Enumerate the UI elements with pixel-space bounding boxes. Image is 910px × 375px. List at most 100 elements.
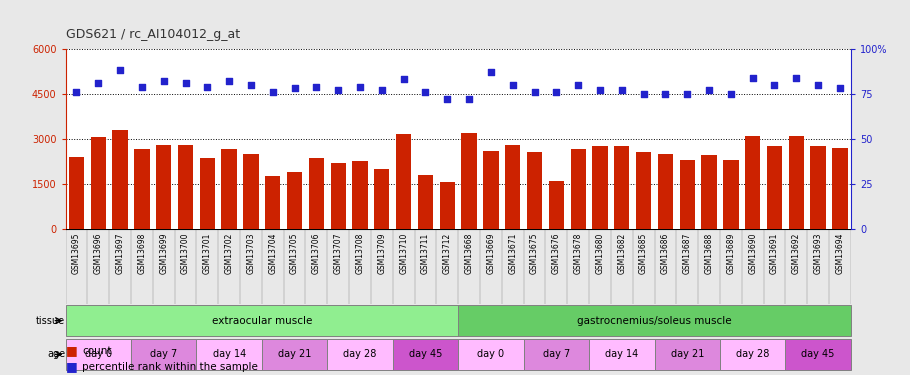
Point <box>331 87 346 93</box>
Bar <box>571 149 586 229</box>
Text: age: age <box>47 350 66 359</box>
Text: GSM13678: GSM13678 <box>573 232 582 274</box>
Bar <box>440 182 455 229</box>
Point <box>767 82 782 88</box>
Text: GSM13688: GSM13688 <box>704 232 713 274</box>
Text: GSM13700: GSM13700 <box>181 232 190 274</box>
Text: GSM13708: GSM13708 <box>356 232 365 274</box>
Bar <box>720 339 785 370</box>
Text: day 21: day 21 <box>671 350 704 359</box>
Text: GSM13695: GSM13695 <box>72 232 81 274</box>
Point <box>397 76 411 82</box>
Text: GSM13707: GSM13707 <box>334 232 343 274</box>
Bar <box>789 136 804 229</box>
Bar <box>265 176 280 229</box>
Point <box>200 84 215 90</box>
Point <box>680 91 694 97</box>
Text: GSM13693: GSM13693 <box>814 232 823 274</box>
Point <box>658 91 672 97</box>
Point <box>745 75 760 81</box>
Bar <box>505 145 521 229</box>
Bar <box>458 339 523 370</box>
Text: GDS621 / rc_AI104012_g_at: GDS621 / rc_AI104012_g_at <box>66 28 239 41</box>
Point <box>157 78 171 84</box>
Text: GSM13690: GSM13690 <box>748 232 757 274</box>
Text: GSM13692: GSM13692 <box>792 232 801 274</box>
Bar <box>374 169 389 229</box>
Text: GSM13686: GSM13686 <box>661 232 670 274</box>
Text: GSM13687: GSM13687 <box>682 232 692 274</box>
Text: percentile rank within the sample: percentile rank within the sample <box>82 362 258 372</box>
Text: GSM13668: GSM13668 <box>465 232 473 274</box>
Text: GSM13671: GSM13671 <box>508 232 517 274</box>
Point <box>288 86 302 92</box>
Point <box>833 86 847 92</box>
Text: GSM13685: GSM13685 <box>639 232 648 274</box>
Point <box>353 84 368 90</box>
Text: GSM13711: GSM13711 <box>421 232 430 274</box>
Bar <box>197 339 262 370</box>
Bar <box>287 172 302 229</box>
Bar <box>262 339 328 370</box>
Bar <box>243 154 258 229</box>
Point <box>135 84 149 90</box>
Text: day 14: day 14 <box>605 350 639 359</box>
Text: GSM13706: GSM13706 <box>312 232 321 274</box>
Bar <box>328 339 393 370</box>
Point <box>222 78 237 84</box>
Bar <box>680 160 695 229</box>
Text: ■: ■ <box>66 344 77 357</box>
Point <box>483 69 498 75</box>
Bar <box>592 146 608 229</box>
Point <box>723 91 738 97</box>
Text: GSM13703: GSM13703 <box>247 232 256 274</box>
Text: GSM13669: GSM13669 <box>487 232 495 274</box>
Bar <box>308 158 324 229</box>
Bar <box>199 158 215 229</box>
Text: GSM13704: GSM13704 <box>268 232 278 274</box>
Text: GSM13701: GSM13701 <box>203 232 212 274</box>
Point <box>244 82 258 88</box>
Bar <box>614 146 630 229</box>
Text: day 7: day 7 <box>542 350 570 359</box>
Text: GSM13682: GSM13682 <box>617 232 626 274</box>
Text: GSM13702: GSM13702 <box>225 232 234 274</box>
Text: GSM13709: GSM13709 <box>378 232 387 274</box>
Text: day 7: day 7 <box>150 350 177 359</box>
Point <box>549 89 563 95</box>
Text: GSM13710: GSM13710 <box>399 232 409 274</box>
Bar <box>330 163 346 229</box>
Bar <box>396 134 411 229</box>
Bar <box>785 339 851 370</box>
Point <box>571 82 585 88</box>
Bar <box>135 149 149 229</box>
Text: GSM13694: GSM13694 <box>835 232 844 274</box>
Point <box>614 87 629 93</box>
Point <box>375 87 389 93</box>
Text: day 0: day 0 <box>85 350 112 359</box>
Text: day 0: day 0 <box>478 350 504 359</box>
Bar <box>811 146 825 229</box>
Text: GSM13697: GSM13697 <box>116 232 125 274</box>
Bar <box>66 305 458 336</box>
Bar <box>654 339 720 370</box>
Text: GSM13705: GSM13705 <box>290 232 299 274</box>
Text: GSM13698: GSM13698 <box>137 232 147 274</box>
Text: day 14: day 14 <box>213 350 246 359</box>
Text: day 45: day 45 <box>409 350 442 359</box>
Text: extraocular muscle: extraocular muscle <box>212 316 312 326</box>
Text: GSM13680: GSM13680 <box>595 232 604 274</box>
Text: day 21: day 21 <box>278 350 311 359</box>
Point <box>505 82 520 88</box>
Text: day 28: day 28 <box>736 350 769 359</box>
Point <box>789 75 804 81</box>
Bar <box>352 161 368 229</box>
Text: GSM13691: GSM13691 <box>770 232 779 274</box>
Bar <box>393 339 458 370</box>
Bar <box>458 305 851 336</box>
Bar <box>658 154 673 229</box>
Bar <box>418 175 433 229</box>
Bar <box>66 339 131 370</box>
Bar <box>483 151 499 229</box>
Bar <box>527 152 542 229</box>
